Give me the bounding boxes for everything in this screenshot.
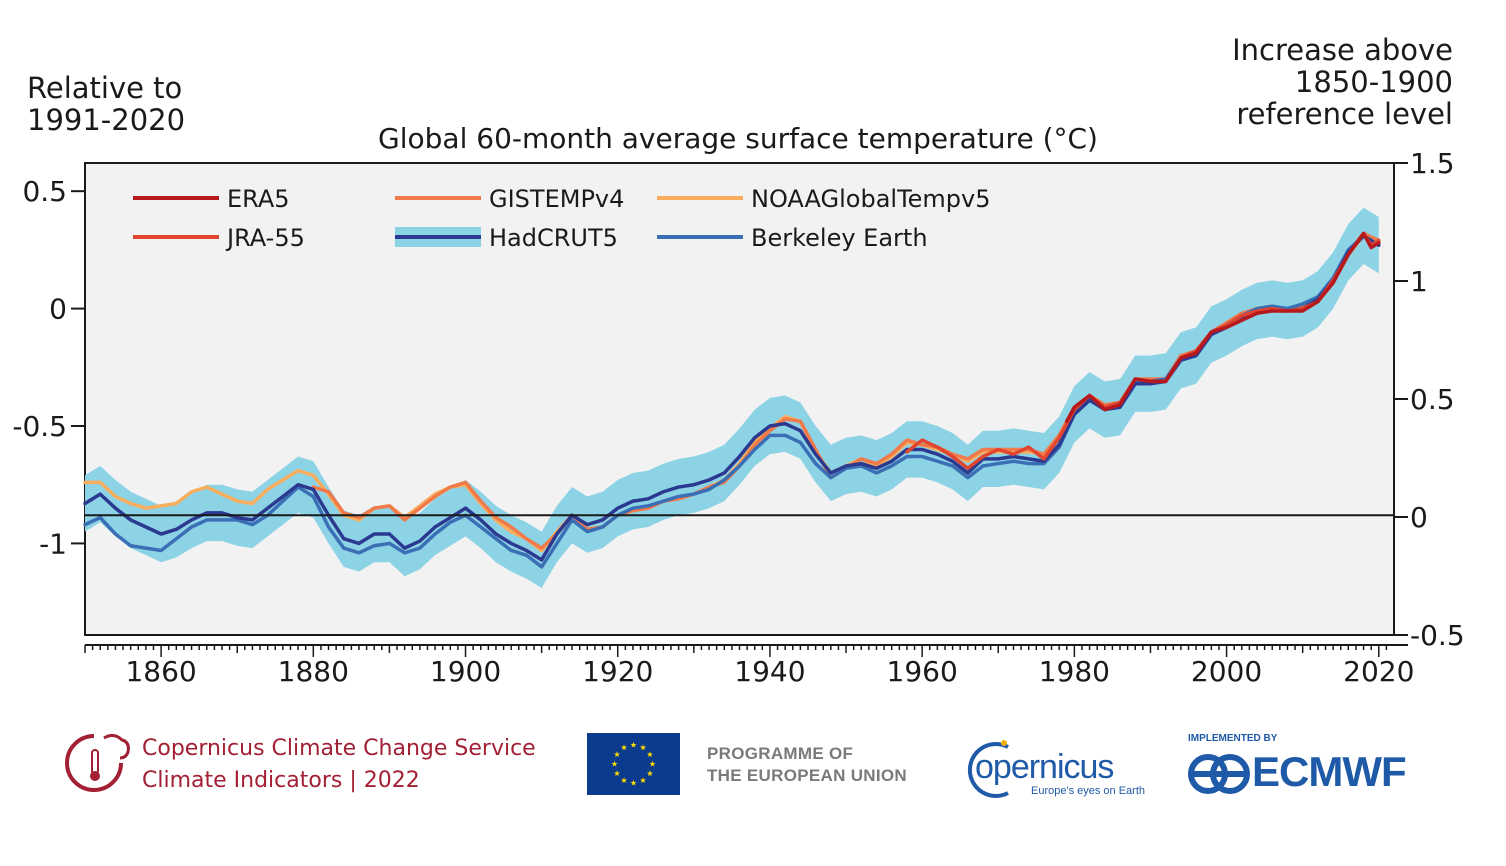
x-tick-label: 1900 (430, 655, 501, 688)
series-line-era5 (1065, 231, 1381, 424)
eu-programme-line2: THE EUROPEAN UNION (707, 766, 907, 785)
y2-tick-label: 1 (1410, 265, 1428, 298)
y2-tick-label: 0.5 (1410, 383, 1455, 416)
series-line-berkeley-earth (83, 234, 1381, 569)
legend-label-jra-55: JRA-55 (225, 224, 305, 252)
y2-tick-label: -0.5 (1410, 619, 1465, 652)
chart-title: Global 60-month average surface temperat… (378, 122, 1098, 155)
eu-star (614, 751, 621, 758)
ecmwf-implemented-by: IMPLEMENTED BY (1188, 733, 1278, 744)
axes: 1860 1880 1900 1920 1940 1960 1980 2000 2020 0.5 0… (12, 147, 1464, 688)
eu-star (630, 741, 637, 748)
x-tick-label: 1920 (582, 655, 653, 688)
copernicus-logo-icon (967, 740, 1009, 798)
y-tick-label: 0 (49, 293, 67, 326)
series-lines (83, 231, 1381, 569)
x-tick-label: 1940 (734, 655, 805, 688)
right-axis-note-line1: Increase above (1232, 33, 1453, 67)
y2-tick-label: 1.5 (1410, 147, 1455, 180)
left-axis-note-line2: 1991-2020 (27, 103, 186, 137)
eu-star (614, 770, 621, 777)
eu-programme-line1: PROGRAMME OF (707, 744, 854, 763)
left-axis-note: Relative to 1991-2020 (27, 72, 185, 136)
eu-star (630, 779, 637, 786)
x-tick-label: 1860 (125, 655, 196, 688)
c3s-subtitle: Climate Indicators | 2022 (142, 768, 420, 793)
x-tick-label: 2020 (1343, 655, 1414, 688)
copernicus-wordmark: opernicus (975, 748, 1114, 786)
legend: ERA5 JRA-55 GISTEMPv4 HadCRUT5 NOAAGlobalTem… (133, 185, 991, 252)
eu-flag-icon (587, 733, 680, 795)
y2-tick-label: 0 (1410, 501, 1428, 534)
x-tick-label: 1880 (278, 655, 349, 688)
legend-label-gistempv4: GISTEMPv4 (489, 185, 624, 213)
c3s-name: Copernicus Climate Change Service (142, 736, 536, 761)
ecmwf-logo-icon (1188, 754, 1250, 794)
eu-star (646, 770, 653, 777)
legend-label-era5: ERA5 (227, 185, 290, 213)
right-axis-note-line2: 1850-1900 (1294, 65, 1453, 99)
hadcrut5-uncertainty-band (85, 207, 1379, 589)
x-tick-label: 2000 (1191, 655, 1262, 688)
eu-star (639, 744, 647, 751)
right-axis-note-line3: reference level (1236, 97, 1453, 131)
y-tick-label: 0.5 (22, 175, 67, 208)
legend-label-hadcrut5: HadCRUT5 (489, 224, 618, 252)
legend-label-berkeley-earth: Berkeley Earth (751, 224, 928, 252)
x-tick-label: 1980 (1039, 655, 1110, 688)
left-axis-note-line1: Relative to (27, 71, 183, 105)
copernicus-tagline: Europe's eyes on Earth (1031, 785, 1146, 797)
ecmwf-wordmark: ECMWF (1252, 748, 1407, 795)
y-tick-label: -0.5 (12, 410, 67, 443)
hadcrut5-band (85, 207, 1379, 589)
right-axis-note: Increase above 1850-1900 reference level (1232, 34, 1453, 130)
legend-label-noaaglobaltempv5: NOAAGlobalTempv5 (751, 185, 991, 213)
eu-star (649, 760, 656, 767)
eu-star (646, 751, 653, 758)
c3s-logo-icon (65, 733, 130, 792)
x-tick-label: 1960 (887, 655, 958, 688)
y-tick-label: -1 (39, 527, 67, 560)
eu-star (639, 777, 647, 784)
eu-star (611, 760, 618, 767)
eu-star (620, 744, 628, 751)
plot-background (84, 162, 1395, 636)
eu-star (620, 777, 628, 784)
